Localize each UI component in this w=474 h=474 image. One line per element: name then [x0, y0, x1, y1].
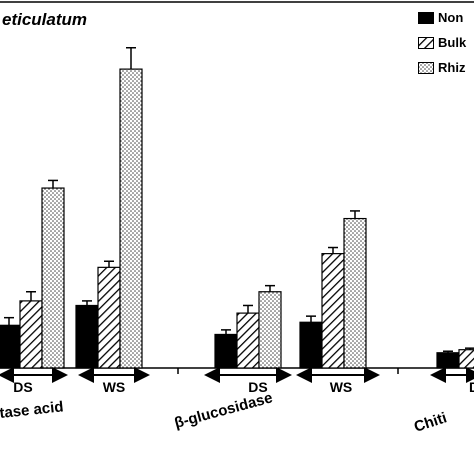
- bar-rhiz: [258, 291, 282, 369]
- season-label: WS: [330, 379, 353, 395]
- bar-bulk: [458, 349, 474, 369]
- bars-layer: [0, 47, 474, 369]
- legend-label: Rhiz: [438, 60, 466, 75]
- season-label: DS: [248, 379, 267, 395]
- bar-non: [0, 324, 21, 369]
- bar-rhiz: [41, 187, 65, 369]
- bar-non: [299, 321, 323, 369]
- chart-title: eticulatum: [2, 10, 88, 29]
- bar-non: [214, 333, 238, 369]
- enzyme-label: Chiti: [412, 409, 449, 435]
- legend-label: Non: [438, 10, 464, 25]
- axis-labels-layer: DS WS DS WS Dtase acid β-glucosidase Chiti: [0, 367, 474, 436]
- legend-swatch-hatch: [418, 37, 434, 49]
- bar-bulk: [19, 300, 43, 369]
- season-label: WS: [103, 379, 126, 395]
- season-label: D: [469, 379, 474, 395]
- legend-swatch-solid: [418, 12, 434, 24]
- season-label: DS: [13, 379, 32, 395]
- bar-rhiz: [119, 68, 143, 369]
- enzyme-label: tase acid: [0, 398, 64, 422]
- bar-non: [436, 352, 460, 369]
- bar-bulk: [321, 253, 345, 369]
- bar-bulk: [97, 266, 121, 369]
- legend-swatch-dots: [418, 62, 434, 74]
- legend-label: Bulk: [438, 35, 467, 50]
- bar-non: [75, 304, 99, 369]
- bar-bulk: [236, 312, 260, 369]
- bar-rhiz: [343, 217, 367, 369]
- enzyme-label: β-glucosidase: [173, 389, 275, 432]
